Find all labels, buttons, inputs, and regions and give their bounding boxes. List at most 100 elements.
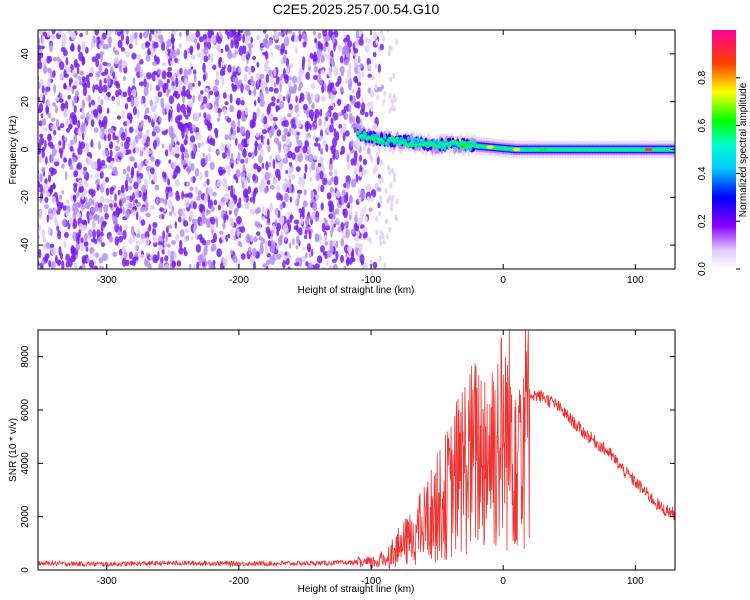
noise-cell <box>272 158 276 169</box>
noise-cell <box>100 37 104 46</box>
noise-cell <box>81 223 88 232</box>
noise-cell <box>41 229 45 239</box>
signal-cell <box>470 143 474 147</box>
noise-cell <box>92 199 95 206</box>
noise-cell <box>61 190 64 195</box>
noise-cell <box>233 207 238 217</box>
noise-cell <box>270 235 274 242</box>
noise-cell <box>308 253 312 258</box>
noise-cell <box>52 102 56 107</box>
noise-cell <box>211 138 216 147</box>
noise-cell <box>374 183 378 189</box>
noise-cell <box>195 30 201 38</box>
noise-cell <box>87 94 92 103</box>
noise-cell <box>286 93 289 102</box>
noise-cell <box>314 142 319 147</box>
noise-cell <box>347 52 351 63</box>
noise-cell <box>281 215 285 225</box>
noise-cell <box>286 113 292 118</box>
noise-cell <box>174 221 177 229</box>
noise-cell <box>343 265 347 269</box>
noise-cell <box>59 72 64 80</box>
noise-cell <box>213 199 218 206</box>
noise-cell <box>318 118 322 127</box>
noise-cell <box>249 234 254 242</box>
noise-cell <box>50 172 54 176</box>
noise-cell <box>239 125 246 136</box>
noise-cell <box>195 244 201 253</box>
noise-cell <box>81 219 87 225</box>
noise-cell <box>101 252 108 262</box>
noise-cell <box>139 32 143 40</box>
noise-cell <box>33 260 37 265</box>
noise-cell <box>115 30 122 33</box>
noise-cell <box>223 213 227 224</box>
noise-cell <box>164 255 169 262</box>
noise-cell <box>188 264 192 269</box>
noise-cell <box>161 248 165 255</box>
noise-cell <box>98 109 102 114</box>
noise-cell <box>329 240 334 249</box>
noise-cell <box>176 103 181 113</box>
noise-cell <box>276 253 282 260</box>
noise-cell <box>122 75 126 82</box>
noise-cell <box>381 233 385 240</box>
noise-cell <box>357 188 361 195</box>
noise-cell <box>83 144 90 154</box>
noise-cell <box>296 131 300 136</box>
noise-cell <box>202 181 207 188</box>
noise-cell <box>276 98 280 103</box>
noise-cell <box>263 62 269 72</box>
noise-cell <box>98 236 103 244</box>
noise-cell <box>101 32 107 40</box>
noise-cell <box>164 263 170 269</box>
noise-cell <box>215 218 219 228</box>
noise-cell <box>332 264 338 269</box>
noise-cell <box>105 176 109 183</box>
noise-cell <box>173 160 177 169</box>
noise-cell <box>197 142 201 148</box>
noise-cell <box>221 197 225 204</box>
noise-cell <box>187 192 193 198</box>
noise-cell <box>313 66 319 73</box>
noise-cell <box>222 92 227 99</box>
noise-cell <box>118 248 123 256</box>
noise-cell <box>347 69 351 79</box>
noise-cell <box>301 256 306 262</box>
noise-cell <box>97 95 100 104</box>
noise-cell <box>119 225 123 233</box>
noise-cell <box>325 144 329 153</box>
noise-cell <box>38 96 41 102</box>
noise-cell <box>97 202 103 209</box>
noise-cell <box>319 148 324 155</box>
colorbar-tick-label: 0.8 <box>697 70 708 84</box>
noise-cell <box>245 233 251 244</box>
noise-cell <box>95 38 99 44</box>
noise-cell <box>232 75 239 84</box>
noise-cell <box>297 112 300 118</box>
noise-cell <box>147 263 152 269</box>
noise-cell <box>365 263 368 269</box>
noise-cell <box>71 69 76 76</box>
noise-cell <box>259 91 265 102</box>
noise-cell <box>392 105 396 112</box>
noise-cell <box>312 135 316 140</box>
noise-cell <box>145 41 150 49</box>
noise-cell <box>370 195 374 202</box>
noise-cell <box>50 228 53 237</box>
noise-cell <box>182 95 185 104</box>
noise-cell <box>97 214 100 225</box>
noise-cell <box>129 195 134 203</box>
noise-cell <box>89 113 94 121</box>
noise-cell <box>167 224 173 229</box>
noise-cell <box>100 99 104 106</box>
noise-cell <box>275 76 280 85</box>
noise-cell <box>351 116 355 123</box>
noise-cell <box>100 231 104 237</box>
noise-cell <box>254 142 259 148</box>
noise-cell <box>375 39 379 46</box>
noise-cell <box>139 254 145 259</box>
noise-cell <box>154 158 160 167</box>
noise-cell <box>87 229 93 238</box>
noise-cell <box>240 171 246 177</box>
